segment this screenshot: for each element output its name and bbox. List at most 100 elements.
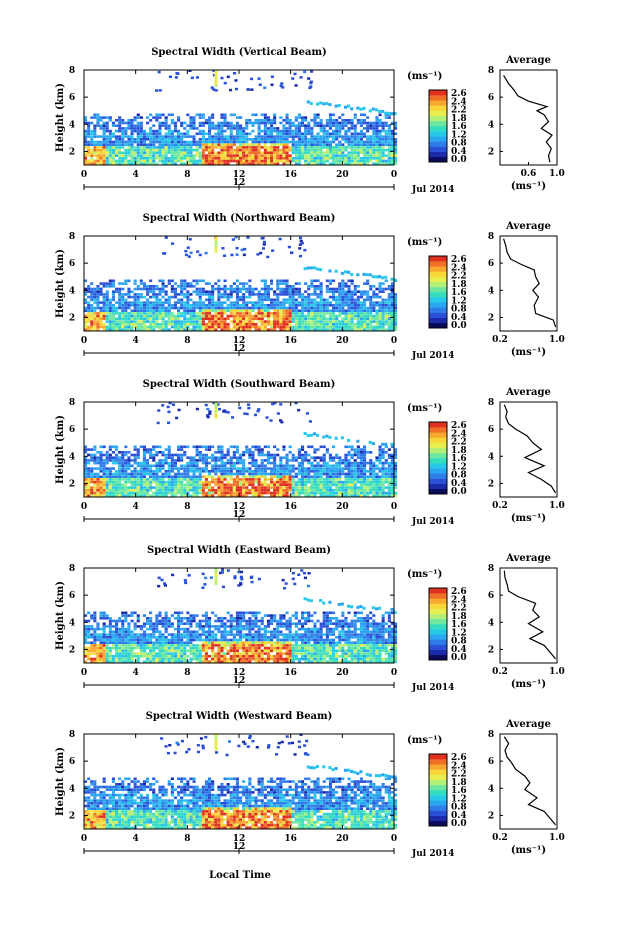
heatmap-cell — [372, 162, 376, 165]
heatmap-cell — [266, 132, 270, 136]
heatmap-cell — [288, 478, 292, 481]
heatmap-cell — [102, 445, 106, 449]
heatmap-cell — [167, 162, 171, 165]
heatmap-cell — [319, 475, 323, 478]
heatmap-cell — [347, 129, 351, 133]
heatmap-cell — [139, 470, 143, 473]
heatmap-cell — [102, 140, 106, 144]
heatmap-cell — [87, 475, 91, 478]
heatmap-cell — [201, 148, 205, 152]
heatmap-cell — [304, 148, 308, 152]
heatmap-cell — [235, 285, 239, 288]
heatmap-cell — [226, 328, 230, 331]
heatmap-cell — [347, 140, 351, 144]
heatmap-cell — [363, 135, 367, 138]
heatmap-cell — [242, 129, 246, 133]
heatmap-cell — [381, 127, 385, 130]
heatmap-cell — [375, 472, 379, 476]
heatmap-cell — [273, 491, 277, 495]
heatmap-cell — [245, 127, 249, 130]
heatmap-cell — [115, 140, 119, 144]
heatmap-cell — [297, 129, 301, 133]
heatmap-cell — [245, 328, 249, 331]
heatmap-cell — [217, 298, 221, 302]
heatmap-cell — [180, 124, 184, 127]
heatmap-cell — [322, 472, 326, 476]
heatmap-cell — [307, 306, 311, 310]
heatmap-cell — [108, 135, 112, 138]
heatmap-cell — [359, 494, 363, 497]
heatmap-cell — [115, 320, 119, 323]
heatmap-cell — [214, 140, 218, 144]
heatmap-cell — [266, 312, 270, 315]
heatmap-cell — [291, 295, 295, 299]
heatmap-cell — [394, 480, 398, 484]
heatmap-cell — [378, 451, 382, 454]
heatmap-cell — [372, 461, 376, 465]
heatmap-cell — [369, 146, 373, 149]
heatmap-cell — [223, 148, 227, 152]
heatmap-cell — [93, 489, 97, 492]
heatmap-cell — [273, 146, 277, 149]
heatmap-cell — [108, 494, 112, 497]
heatmap-cell — [316, 489, 320, 492]
heatmap-cell — [170, 486, 174, 489]
heatmap-cell — [204, 464, 208, 468]
heatmap-cell — [285, 483, 289, 487]
heatmap-cell — [387, 146, 391, 149]
heatmap-cell — [214, 238, 218, 241]
heatmap-cell — [359, 290, 363, 293]
colorbar-tick-label: 1.6 — [451, 122, 467, 132]
heatmap-cell — [251, 483, 255, 487]
heatmap-cell — [260, 494, 264, 497]
heatmap-cell — [291, 486, 295, 489]
heatmap-cell — [366, 162, 370, 165]
heatmap-cell — [201, 146, 205, 149]
heatmap-cell — [270, 472, 274, 476]
heatmap-cell — [118, 146, 122, 149]
heatmap-cell — [167, 138, 171, 141]
heatmap-cell — [316, 306, 320, 310]
heatmap-cell — [84, 279, 88, 283]
heatmap-cell — [170, 323, 174, 326]
heatmap-cell — [118, 472, 122, 476]
heatmap-cell — [394, 121, 398, 125]
heatmap-cell — [84, 140, 88, 144]
heatmap-cell — [353, 151, 357, 155]
heatmap-cell — [381, 140, 385, 144]
heatmap-cell — [245, 489, 249, 492]
heatmap-cell — [195, 407, 199, 411]
heatmap-cell — [201, 159, 205, 163]
heatmap-cell — [369, 154, 373, 157]
heatmap-cell — [297, 290, 301, 293]
heatmap-cell — [301, 314, 305, 318]
heatmap-cell — [96, 154, 100, 157]
heatmap-cell — [325, 132, 329, 136]
heatmap-cell — [130, 478, 134, 481]
colorbar-swatch — [429, 302, 447, 308]
heatmap-cell — [170, 320, 174, 323]
heatmap-cell — [375, 151, 379, 155]
heatmap-cell — [369, 306, 373, 310]
heatmap-cell — [378, 486, 382, 489]
heatmap-cell — [285, 121, 289, 125]
heatmap-cell — [356, 298, 360, 302]
heatmap-cell — [93, 472, 97, 476]
heatmap-cell — [105, 491, 109, 495]
heatmap-cell — [142, 453, 146, 457]
heatmap-cell — [363, 301, 367, 304]
heatmap-cell — [232, 317, 236, 321]
heatmap-cell — [180, 459, 184, 462]
heatmap-cell — [319, 470, 323, 473]
heatmap-cell — [208, 456, 212, 459]
heatmap-cell — [273, 486, 277, 489]
heatmap-cell — [142, 287, 146, 291]
heatmap-cell — [341, 323, 345, 326]
heatmap-cell — [288, 314, 292, 318]
heatmap-cell — [208, 320, 212, 323]
heatmap-cell — [192, 124, 196, 127]
heatmap-cell — [133, 480, 137, 484]
heatmap-cell — [381, 325, 385, 329]
heatmap-cell — [353, 328, 357, 331]
heatmap-cell — [167, 464, 171, 468]
